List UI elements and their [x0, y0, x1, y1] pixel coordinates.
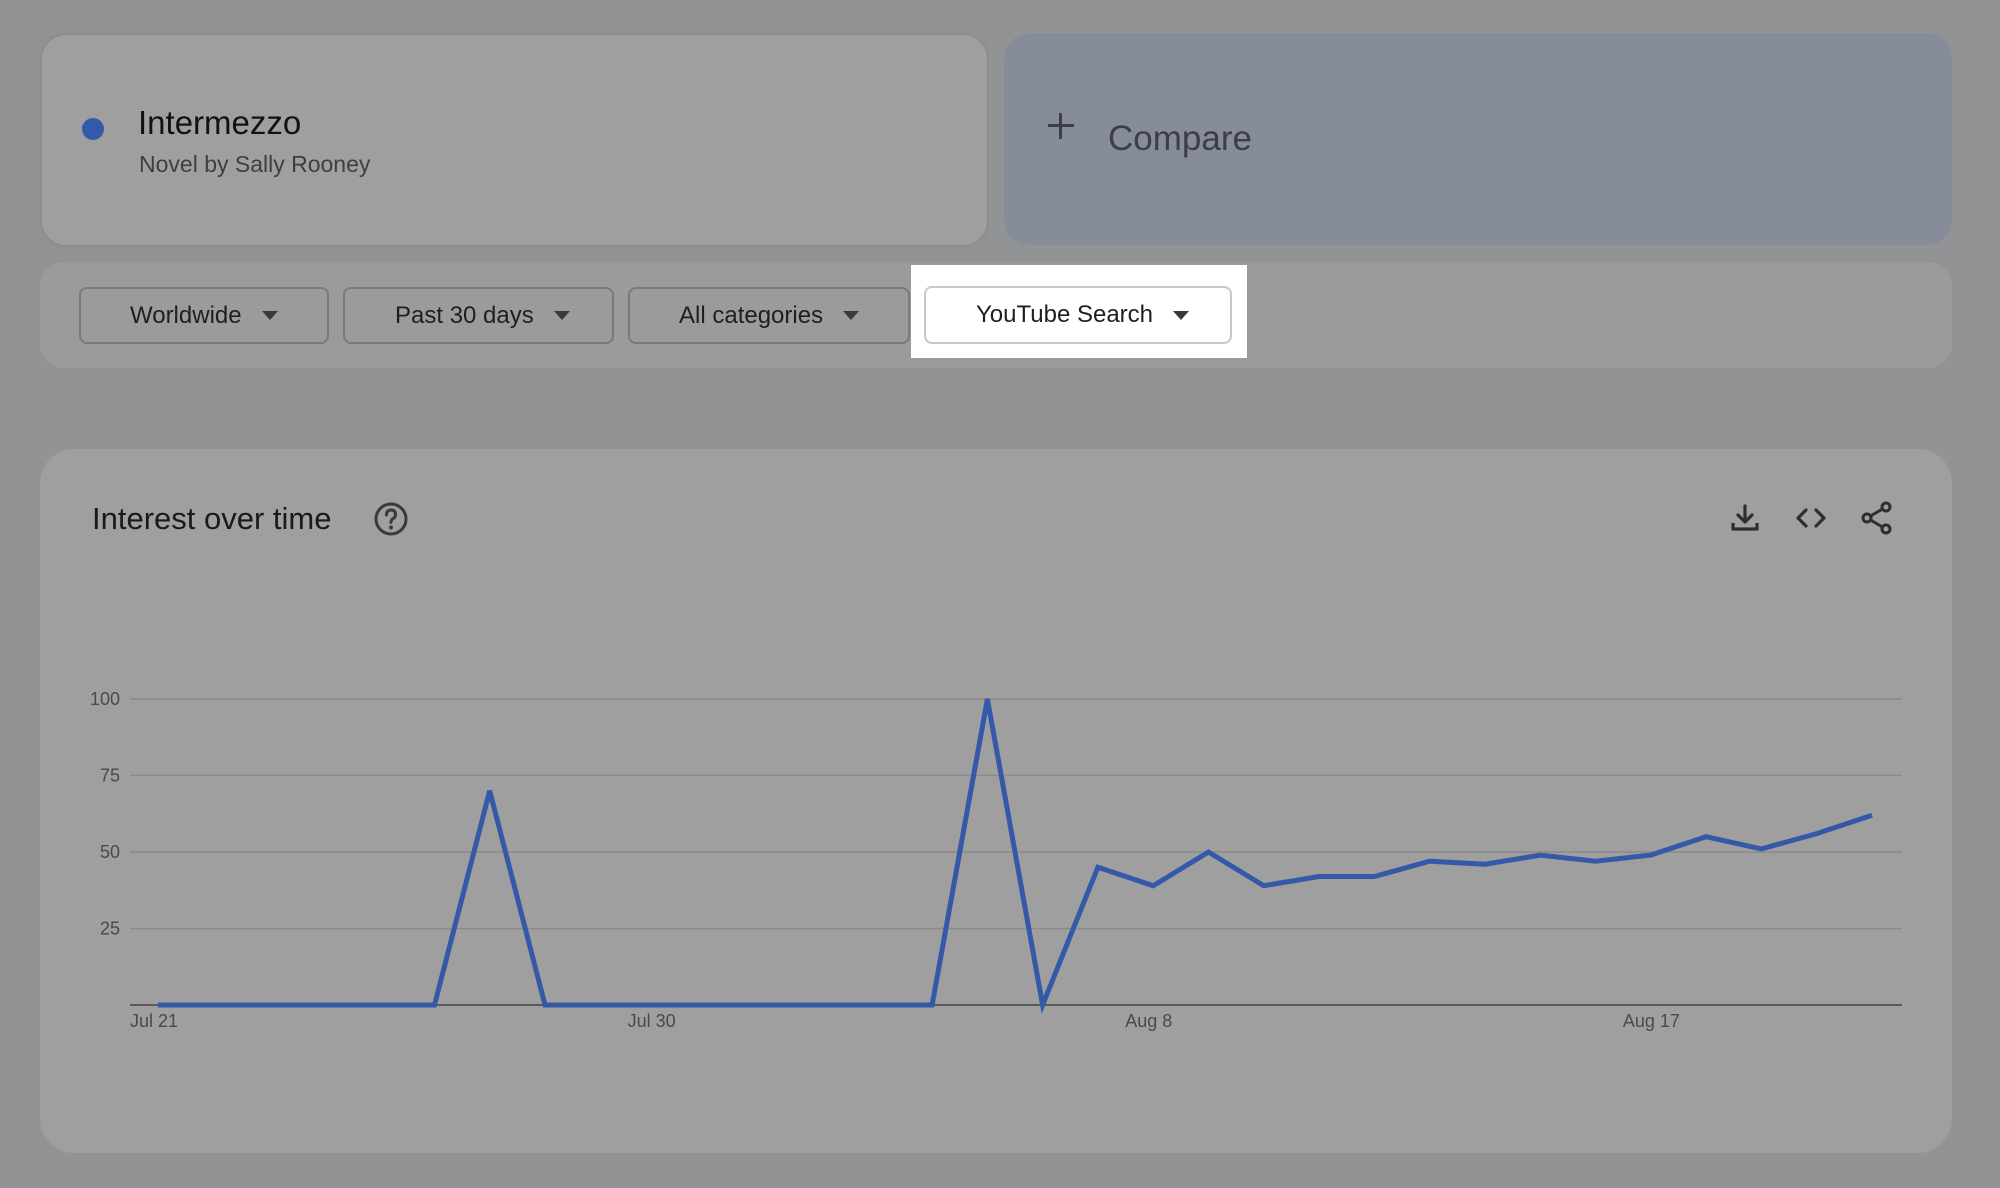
- time-filter-label: Past 30 days: [395, 301, 534, 329]
- data-point[interactable]: [1534, 849, 1546, 861]
- data-point[interactable]: [926, 999, 938, 1011]
- data-point[interactable]: [1700, 831, 1712, 843]
- data-point[interactable]: [594, 999, 606, 1011]
- x-tick-label: Jul 21: [130, 1011, 178, 1031]
- y-tick-label: 25: [100, 919, 120, 939]
- region-filter-dropdown[interactable]: Worldwide: [79, 287, 329, 344]
- caret-down-icon: [553, 311, 570, 320]
- y-tick-label: 50: [100, 842, 120, 862]
- interest-over-time-card: 100 75 50 25 Jul 21 Jul 30 Aug 8 Aug 17 Interes…: [40, 449, 1952, 1153]
- time-filter-dropdown[interactable]: Past 30 days: [343, 287, 614, 344]
- data-point[interactable]: [1092, 861, 1104, 873]
- chart-title: Interest over time: [92, 501, 332, 536]
- data-point[interactable]: [1037, 999, 1049, 1011]
- category-filter-label: All categories: [679, 301, 824, 329]
- data-point[interactable]: [428, 999, 440, 1011]
- x-tick-label: Jul 30: [628, 1011, 676, 1031]
- y-tick-label: 100: [90, 689, 120, 709]
- caret-down-icon: [1173, 310, 1190, 320]
- data-point[interactable]: [871, 999, 883, 1011]
- caret-down-icon: [843, 311, 860, 320]
- data-point[interactable]: [152, 999, 164, 1011]
- data-point[interactable]: [263, 999, 275, 1011]
- x-tick-label: Aug 17: [1623, 1011, 1680, 1031]
- y-tick-label: 75: [100, 766, 120, 786]
- x-tick-label: Aug 8: [1125, 1011, 1172, 1031]
- help-circle-icon[interactable]: [373, 501, 409, 537]
- data-point[interactable]: [1368, 870, 1380, 882]
- data-point[interactable]: [1203, 846, 1215, 858]
- caret-down-icon: [261, 311, 278, 320]
- property-filter-label: YouTube Search: [976, 301, 1154, 328]
- data-point[interactable]: [1866, 809, 1878, 821]
- data-point[interactable]: [1811, 828, 1823, 840]
- data-point[interactable]: [815, 999, 827, 1011]
- category-filter-dropdown[interactable]: All categories: [628, 287, 910, 344]
- data-point[interactable]: [1590, 855, 1602, 867]
- data-point[interactable]: [207, 999, 219, 1011]
- data-point[interactable]: [650, 999, 662, 1011]
- chart-canvas: 100 75 50 25 Jul 21 Jul 30 Aug 8 Aug 17: [90, 689, 1902, 1031]
- term-subtitle: Novel by Sally Rooney: [139, 151, 371, 177]
- data-point[interactable]: [539, 999, 551, 1011]
- region-filter-label: Worldwide: [130, 301, 242, 329]
- plus-icon: [1046, 111, 1076, 141]
- data-point[interactable]: [1755, 843, 1767, 855]
- term-name: Intermezzo: [138, 104, 302, 141]
- data-point[interactable]: [705, 999, 717, 1011]
- data-point[interactable]: [1424, 855, 1436, 867]
- search-term-card[interactable]: Intermezzo Novel by Sally Rooney: [40, 33, 989, 247]
- data-point[interactable]: [318, 999, 330, 1011]
- data-point[interactable]: [1258, 880, 1270, 892]
- compare-label: Compare: [1108, 119, 1252, 158]
- data-point[interactable]: [1147, 880, 1159, 892]
- download-icon[interactable]: [1728, 501, 1762, 535]
- series-line: [158, 698, 1873, 1014]
- compare-card[interactable]: Compare: [1004, 33, 1952, 245]
- data-point[interactable]: [981, 693, 993, 705]
- term-color-dot: [82, 118, 104, 140]
- data-point[interactable]: [760, 999, 772, 1011]
- data-point[interactable]: [484, 785, 496, 797]
- data-point[interactable]: [1479, 858, 1491, 870]
- data-point[interactable]: [1645, 849, 1657, 861]
- data-point[interactable]: [373, 999, 385, 1011]
- share-icon[interactable]: [1860, 501, 1894, 535]
- code-embed-icon[interactable]: [1794, 501, 1828, 535]
- data-point[interactable]: [1313, 870, 1325, 882]
- property-filter-dropdown[interactable]: YouTube Search: [924, 286, 1232, 344]
